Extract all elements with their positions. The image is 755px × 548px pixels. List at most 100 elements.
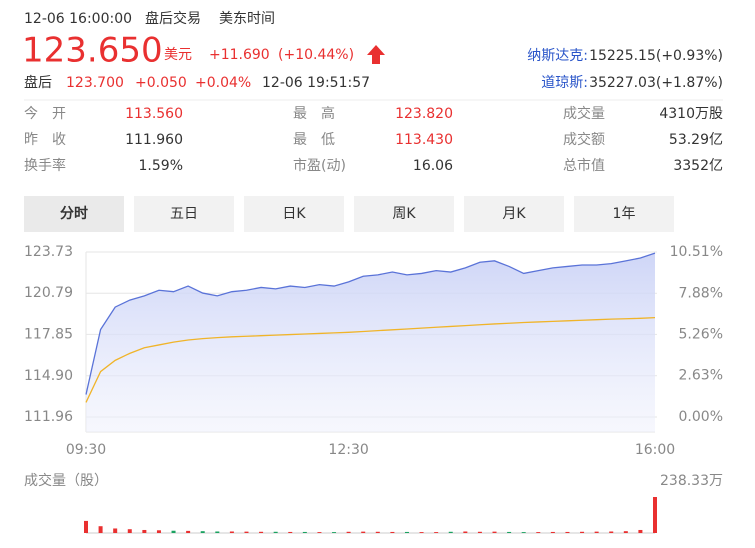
x-tick-label: 09:30 (66, 442, 106, 458)
volume-bar (200, 531, 205, 533)
volume-bar (492, 531, 497, 533)
after-price: 123.700 (66, 75, 124, 91)
volume-bar (521, 532, 526, 533)
tab[interactable] (574, 196, 674, 232)
session: 盘后交易 (145, 10, 201, 27)
stat-value: 16.06 (413, 158, 453, 174)
tab-label[interactable]: 分时 (60, 205, 88, 222)
currency: 美元 (164, 47, 192, 63)
volume-bar (419, 532, 424, 533)
volume-bar (361, 531, 366, 533)
index-value: 15225.15(+0.93%) (589, 48, 723, 64)
volume-bar (186, 530, 191, 533)
volume-bar (550, 531, 555, 533)
stat-label: 换手率 (24, 157, 66, 174)
stat-label: 成交额 (563, 131, 605, 148)
tab-label[interactable]: 周K (392, 206, 416, 222)
volume-bar (609, 531, 614, 533)
change-pct: (+10.44%) (278, 47, 354, 63)
volume-bar (536, 532, 541, 533)
volume-bar (142, 529, 147, 533)
volume-tick-label: 238.33万 (660, 473, 723, 489)
stat-label: 最 低 (293, 132, 335, 148)
tab[interactable] (354, 196, 454, 232)
volume-bar (317, 532, 322, 533)
volume-bar (273, 531, 278, 533)
average-line (85, 316, 656, 403)
stat-value: 113.560 (125, 106, 183, 122)
volume-bar (113, 528, 118, 533)
volume-bar (244, 531, 249, 533)
volume-bar (156, 530, 161, 533)
x-tick-label: 16:00 (635, 442, 675, 458)
tab[interactable] (464, 196, 564, 232)
volume-bar (346, 531, 351, 533)
price-line (85, 252, 656, 395)
volume-title: 成交量（股） (24, 472, 108, 489)
tab[interactable] (24, 196, 124, 232)
stat-label: 市盈(动) (293, 157, 346, 174)
tab-label[interactable]: 五日 (170, 206, 198, 222)
stat-value: 4310万股 (659, 106, 723, 122)
volume-bar (259, 531, 264, 533)
y-tick-label: 117.85 (24, 326, 73, 342)
volume-bar (638, 529, 643, 533)
volume-bar (594, 531, 599, 533)
tab[interactable] (134, 196, 234, 232)
y-tick-label: 114.90 (24, 368, 73, 384)
volume-bar (375, 531, 380, 533)
index-label[interactable]: 道琼斯: (541, 75, 588, 91)
stat-value: 3352亿 (673, 158, 723, 174)
volume-bar (477, 531, 482, 533)
volume-bar (171, 530, 176, 533)
volume-bar (84, 520, 88, 533)
y2-tick-label: 7.88% (679, 285, 723, 301)
tab[interactable] (244, 196, 344, 232)
volume-bar (332, 532, 337, 533)
y2-tick-label: 0.00% (679, 409, 723, 425)
stat-label: 总市值 (563, 157, 605, 174)
index-label[interactable]: 纳斯达克: (527, 48, 588, 64)
stat-label: 最 高 (293, 105, 335, 122)
y-tick-label: 123.73 (24, 244, 73, 260)
volume-bar (390, 531, 395, 533)
stat-value: 111.960 (125, 132, 183, 148)
volume-bar (302, 531, 307, 533)
after-time: 12-06 19:51:57 (262, 75, 370, 91)
volume-bar (653, 497, 657, 533)
volume-bar (463, 531, 468, 533)
y2-tick-label: 5.26% (679, 326, 723, 342)
after-pct: +0.04% (195, 75, 251, 91)
change: +11.690 (209, 47, 270, 63)
tab-label[interactable]: 月K (502, 206, 526, 222)
stat-label: 今 开 (24, 106, 66, 122)
tab-label[interactable]: 日K (282, 206, 306, 222)
x-tick-label: 12:30 (328, 442, 368, 458)
stat-label: 成交量 (563, 105, 605, 122)
volume-bar (404, 531, 409, 533)
stat-label: 昨 收 (24, 132, 66, 148)
volume-bar (623, 531, 628, 533)
price-area (86, 253, 655, 432)
volume-bar (288, 531, 293, 533)
tab-label[interactable]: 1年 (613, 206, 636, 222)
volume-bar (580, 531, 585, 533)
volume-bar (565, 531, 570, 533)
y-tick-label: 111.96 (24, 409, 73, 425)
after-label: 盘后 (24, 74, 52, 91)
after-change: +0.050 (135, 75, 187, 91)
volume-bar (127, 529, 132, 533)
index-value: 35227.03(+1.87%) (589, 75, 723, 91)
volume-bar (507, 531, 512, 533)
stat-value: 1.59% (139, 158, 183, 174)
price: 123.650 (22, 31, 163, 71)
y2-tick-label: 2.63% (679, 368, 723, 384)
volume-bar (229, 531, 234, 533)
stat-value: 53.29亿 (669, 132, 723, 148)
volume-bar (448, 531, 453, 533)
stat-value: 113.430 (395, 132, 453, 148)
stat-value: 123.820 (395, 106, 453, 122)
y-tick-label: 120.79 (24, 285, 73, 301)
